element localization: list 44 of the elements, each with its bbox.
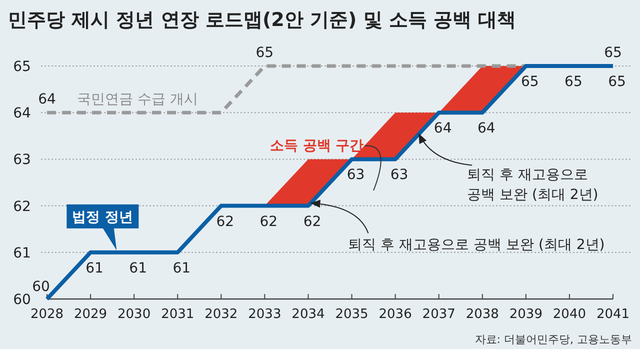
series-label: 소득 공백 구간 [270,138,364,154]
data-label: 64 [38,92,56,108]
x-tick-label: 2028 [30,307,64,322]
x-tick-label: 2039 [509,307,542,322]
x-tick-label: 2040 [552,307,586,322]
data-label: 65 [564,74,582,90]
data-label: 61 [129,260,147,276]
x-tick-label: 2033 [248,307,282,322]
x-tick-label: 2029 [74,307,108,322]
x-tick-label: 2041 [596,307,630,322]
data-label: 65 [608,74,626,90]
x-tick-label: 2036 [378,307,412,322]
y-tick-label: 62 [13,198,31,215]
x-tick-label: 2037 [422,307,456,322]
data-label: 63 [390,167,408,184]
x-tick-label: 2035 [335,307,368,322]
x-tick-label: 2034 [292,307,325,322]
x-tick-label: 2030 [118,307,151,322]
data-label: 61 [86,260,104,276]
y-tick-label: 64 [13,106,31,122]
y-tick-label: 63 [13,152,31,168]
data-label: 65 [256,45,274,61]
data-label: 62 [303,214,322,230]
annotation: 퇴직 후 재고용으로 공백 보완 (최대 2년) [467,167,598,204]
data-label: 64 [434,120,452,137]
x-tick-label: 2032 [204,307,238,322]
x-tick-label: 2031 [161,307,194,322]
data-label: 60 [32,279,50,295]
y-tick-label: 65 [13,59,31,75]
y-tick-label: 61 [13,245,31,262]
data-label: 61 [172,260,191,276]
chart-title: 민주당 제시 정년 연장 로드맵(2안 기준) 및 소득 공백 대책 [8,9,516,31]
data-label: 65 [604,45,622,61]
x-tick-label: 2038 [466,307,499,322]
series-label: 법정 정년 [72,209,134,226]
data-label: 64 [477,120,496,137]
data-label: 62 [260,214,278,230]
series-label: 국민연금 수급 개시 [77,92,198,108]
data-label: 63 [346,167,365,184]
text: 자료: 더불어민주당, 고용노동부 [474,333,632,346]
y-tick-label: 60 [13,292,31,308]
data-label: 62 [216,214,234,230]
data-label: 65 [521,74,539,90]
annotation: 퇴직 후 재고용으로 공백 보완 (최대 2년) [348,237,605,254]
